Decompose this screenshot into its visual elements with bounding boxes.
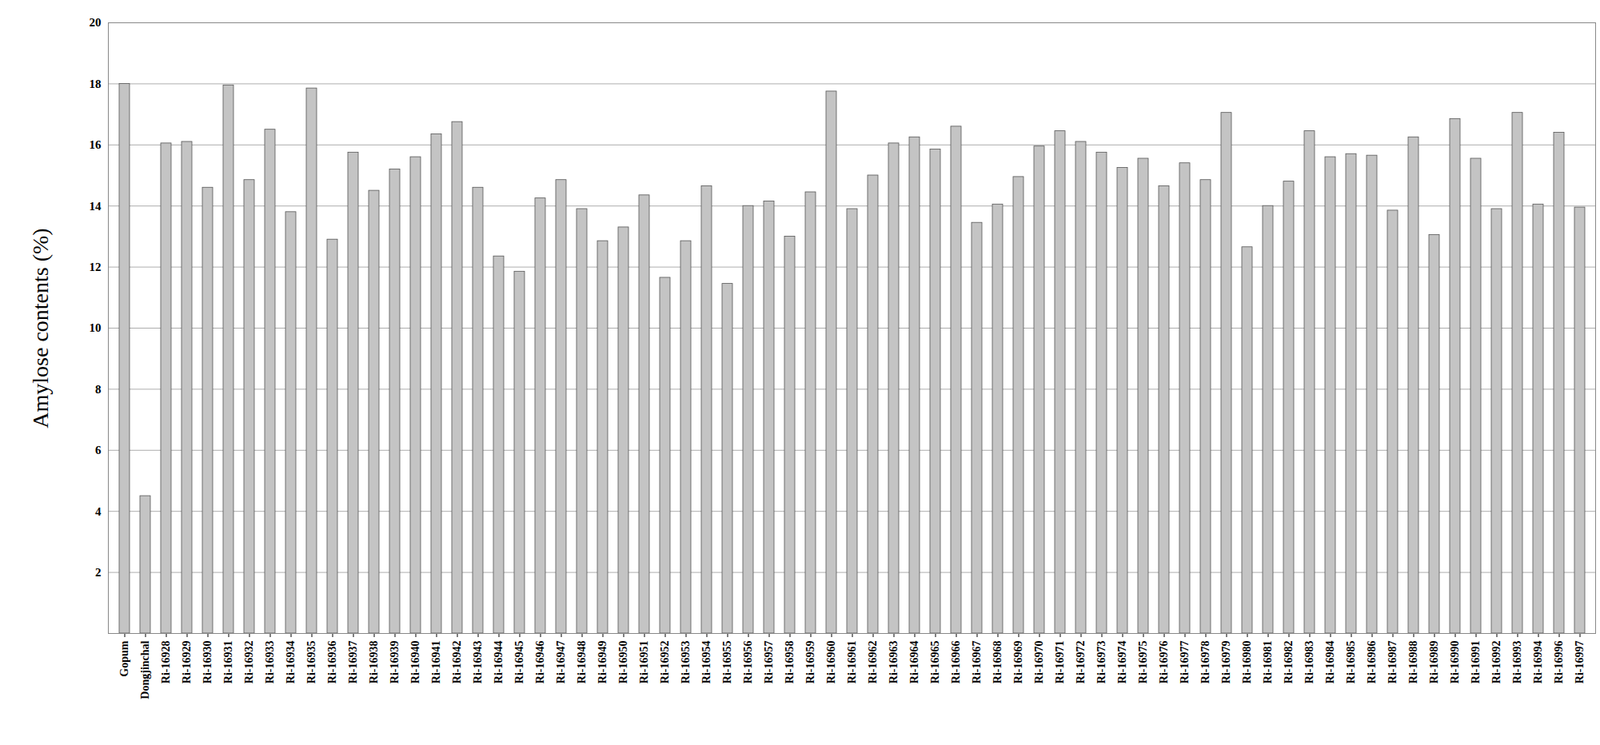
svg-text:6: 6 [95, 443, 102, 457]
svg-text:Ri-16984: Ri-16984 [1324, 641, 1337, 685]
svg-text:Ri-16961: Ri-16961 [845, 641, 858, 685]
svg-text:Ri-16979: Ri-16979 [1220, 641, 1233, 685]
svg-text:Ri-16992: Ri-16992 [1490, 641, 1503, 685]
svg-text:Ri-16980: Ri-16980 [1240, 641, 1253, 685]
svg-text:Ri-16957: Ri-16957 [762, 641, 775, 685]
svg-text:Ri-16968: Ri-16968 [991, 641, 1004, 685]
svg-text:Ri-16929: Ri-16929 [180, 641, 193, 685]
svg-text:Ri-16954: Ri-16954 [700, 641, 713, 685]
svg-text:10: 10 [89, 321, 102, 335]
svg-text:Ri-16932: Ri-16932 [243, 641, 256, 685]
svg-text:Ri-16994: Ri-16994 [1532, 641, 1545, 685]
svg-text:Ri-16974: Ri-16974 [1116, 641, 1129, 685]
svg-text:18: 18 [89, 77, 102, 91]
svg-text:2: 2 [95, 566, 102, 579]
svg-text:Ri-16989: Ri-16989 [1428, 641, 1441, 685]
svg-text:Ri-16948: Ri-16948 [575, 641, 588, 685]
svg-text:Ri-16936: Ri-16936 [326, 641, 339, 685]
svg-text:Ri-16940: Ri-16940 [409, 641, 422, 685]
svg-text:Ri-16955: Ri-16955 [721, 641, 734, 685]
svg-text:Ri-16983: Ri-16983 [1303, 641, 1316, 685]
svg-text:Ri-16930: Ri-16930 [201, 641, 214, 685]
svg-text:Ri-16967: Ri-16967 [970, 641, 983, 685]
svg-text:Ri-16938: Ri-16938 [367, 641, 380, 685]
svg-text:Ri-16993: Ri-16993 [1511, 641, 1524, 685]
svg-text:Ri-16953: Ri-16953 [679, 641, 692, 685]
svg-text:Ri-16944: Ri-16944 [492, 641, 505, 685]
svg-text:Dongjinchal: Dongjinchal [139, 640, 152, 699]
svg-text:Ri-16969: Ri-16969 [1012, 641, 1025, 685]
svg-text:14: 14 [89, 199, 103, 213]
svg-text:Ri-16934: Ri-16934 [284, 641, 297, 685]
svg-text:Ri-16950: Ri-16950 [617, 641, 630, 685]
svg-text:Ri-16972: Ri-16972 [1074, 641, 1087, 685]
svg-text:Ri-16931: Ri-16931 [222, 641, 235, 685]
svg-text:Ri-16987: Ri-16987 [1386, 641, 1399, 685]
svg-text:Ri-16971: Ri-16971 [1053, 641, 1066, 685]
svg-text:Ri-16982: Ri-16982 [1282, 641, 1295, 685]
svg-text:Ri-16964: Ri-16964 [908, 641, 921, 685]
svg-text:Ri-16960: Ri-16960 [825, 641, 838, 685]
svg-text:Ri-16943: Ri-16943 [471, 641, 484, 685]
svg-text:Ri-16977: Ri-16977 [1178, 641, 1191, 685]
svg-text:Gopum: Gopum [118, 640, 131, 677]
svg-text:Amylose contents (%): Amylose contents (%) [27, 227, 53, 428]
svg-text:Ri-16990: Ri-16990 [1448, 641, 1461, 685]
svg-text:Ri-16962: Ri-16962 [866, 641, 879, 685]
svg-text:Ri-16941: Ri-16941 [430, 641, 443, 685]
svg-text:Ri-16973: Ri-16973 [1095, 641, 1108, 685]
svg-text:Ri-16942: Ri-16942 [450, 641, 463, 685]
svg-text:Ri-16981: Ri-16981 [1261, 641, 1274, 685]
svg-text:4: 4 [95, 505, 102, 519]
svg-text:Ri-16970: Ri-16970 [1033, 641, 1046, 685]
svg-text:Ri-16935: Ri-16935 [305, 641, 318, 685]
svg-text:Ri-16939: Ri-16939 [388, 641, 401, 685]
svg-text:Ri-16965: Ri-16965 [929, 641, 942, 685]
svg-text:Ri-16952: Ri-16952 [658, 641, 671, 685]
svg-text:Ri-16958: Ri-16958 [783, 641, 796, 685]
svg-text:Ri-16985: Ri-16985 [1344, 641, 1357, 685]
svg-text:Ri-16991: Ri-16991 [1469, 641, 1482, 685]
svg-text:12: 12 [89, 260, 102, 274]
svg-text:Ri-16976: Ri-16976 [1157, 641, 1170, 685]
svg-text:Ri-16949: Ri-16949 [596, 641, 609, 685]
svg-text:Ri-16945: Ri-16945 [513, 641, 526, 685]
svg-text:Ri-16937: Ri-16937 [347, 641, 360, 685]
svg-text:Ri-16933: Ri-16933 [263, 641, 276, 685]
svg-text:20: 20 [89, 15, 102, 29]
svg-text:Ri-16959: Ri-16959 [804, 641, 817, 685]
svg-text:16: 16 [89, 138, 103, 152]
svg-text:Ri-16963: Ri-16963 [887, 641, 900, 685]
svg-text:Ri-16951: Ri-16951 [638, 641, 651, 685]
svg-text:Ri-16975: Ri-16975 [1137, 641, 1150, 685]
svg-text:Ri-16966: Ri-16966 [949, 641, 962, 685]
svg-text:8: 8 [95, 383, 102, 396]
svg-text:Ri-16928: Ri-16928 [159, 641, 172, 685]
svg-text:Ri-16997: Ri-16997 [1573, 641, 1586, 685]
svg-text:Ri-16946: Ri-16946 [534, 641, 547, 685]
svg-text:Ri-16956: Ri-16956 [742, 641, 755, 685]
svg-text:Ri-16988: Ri-16988 [1407, 641, 1420, 685]
svg-text:Ri-16986: Ri-16986 [1365, 641, 1378, 685]
svg-text:Ri-16996: Ri-16996 [1552, 641, 1565, 685]
svg-text:Ri-16947: Ri-16947 [554, 641, 567, 685]
svg-text:Ri-16978: Ri-16978 [1199, 641, 1212, 685]
